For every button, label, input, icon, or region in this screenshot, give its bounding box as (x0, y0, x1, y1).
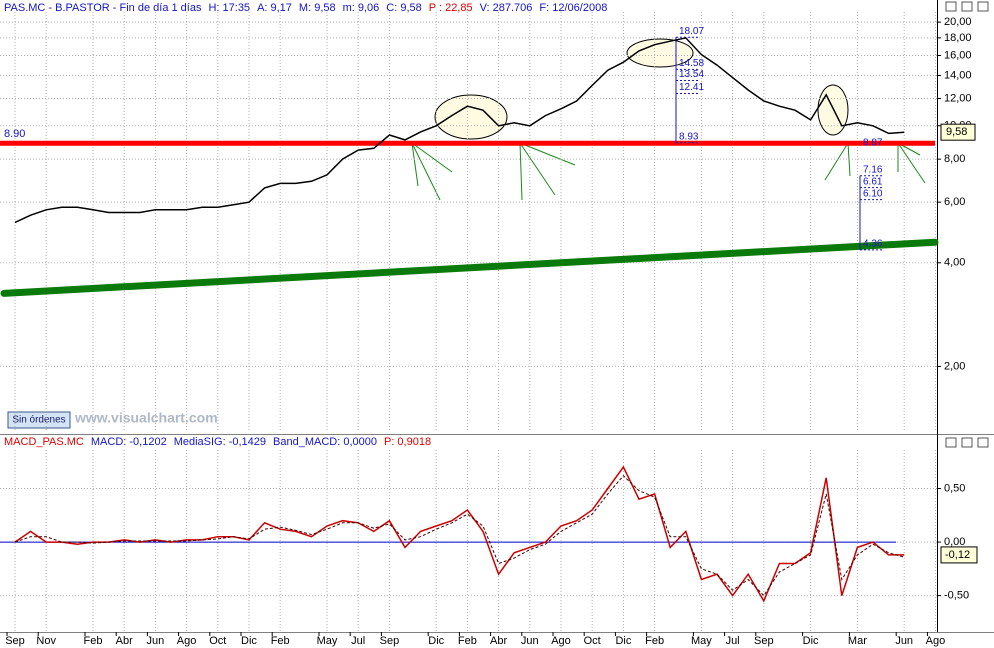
y-tick-label: 20,00 (944, 16, 972, 28)
fib-label: 4.36 (863, 239, 883, 250)
x-tick-label: Oct (584, 635, 601, 647)
last-value-box (940, 123, 976, 141)
header-text: P: 0,9018 (384, 436, 431, 448)
header-text: V: 287.706 (480, 2, 533, 14)
y-tick-label: 12,00 (944, 92, 972, 104)
icon[interactable] (945, 437, 957, 448)
fib-label: 8.93 (679, 131, 699, 142)
x-tick-label: Jun (521, 635, 539, 647)
y-tick-label: -0,50 (944, 590, 969, 602)
y-tick-label: 0,50 (944, 482, 965, 494)
x-tick-label: Feb (645, 635, 664, 647)
x-tick-label: Sep (754, 635, 774, 647)
x-tick-label: Feb (458, 635, 477, 647)
x-tick-label: Ago (551, 635, 571, 647)
x-tick-label: Jul (351, 635, 365, 647)
fan-line (411, 142, 453, 173)
watermark: www.visualchart.com (74, 410, 218, 426)
header-text: F: 12/06/2008 (539, 2, 607, 14)
header-text: MediaSIG: -0,1429 (174, 436, 266, 448)
fib-label: 13.54 (679, 69, 704, 80)
x-tick-label: Sep (380, 635, 400, 647)
icon[interactable] (945, 1, 957, 12)
x-tick-label: Sep (5, 635, 25, 647)
x-tick-label: Nov (36, 635, 56, 647)
x-tick-label: Dic (615, 635, 631, 647)
last-value-label: 9,58 (946, 126, 967, 138)
header-text: MACD_PAS.MC (4, 436, 84, 448)
x-tick-label: Jun (895, 635, 913, 647)
x-tick-label: Abr (116, 635, 133, 647)
fan-line (519, 142, 556, 196)
icon[interactable] (977, 1, 989, 12)
y-tick-label: 6,00 (944, 196, 965, 208)
fan-line (519, 142, 523, 201)
data-line (14, 474, 905, 597)
header-text: m: 9,06 (343, 2, 380, 14)
header-text: H: 17:35 (208, 2, 250, 14)
x-tick-label: Feb (271, 635, 290, 647)
header-text: A: 9,17 (257, 2, 292, 14)
header-text: Band_MACD: 0,0000 (273, 436, 377, 448)
y-tick-label: 8,00 (944, 153, 965, 165)
note-label: 8.87 (863, 137, 883, 148)
y-tick-label: 14,00 (944, 69, 972, 81)
button[interactable] (7, 411, 71, 429)
trend-line (0, 238, 939, 297)
y-tick-label: 18,00 (944, 32, 972, 44)
fib-label: 6.61 (863, 176, 883, 187)
x-tick-label: Ago (926, 635, 946, 647)
y-tick-label: 4,00 (944, 257, 965, 269)
x-tick-label: Ago (177, 635, 197, 647)
x-tick-label: Mar (848, 635, 867, 647)
y-tick-label: 2,00 (944, 360, 965, 372)
fan-line (411, 142, 419, 187)
header-text: C: 9,58 (386, 2, 421, 14)
ellipse (434, 94, 508, 140)
x-tick-label: Dic (428, 635, 444, 647)
x-tick-label: Abr (490, 635, 507, 647)
y-tick-label: 0,00 (944, 536, 965, 548)
fan-line (411, 142, 441, 201)
ellipse (817, 84, 849, 136)
fan-line (897, 142, 926, 184)
fib-label: 18.07 (679, 26, 704, 37)
fan-line (519, 142, 576, 166)
icon[interactable] (961, 437, 973, 448)
fib-label: 14.58 (679, 58, 704, 69)
fib-label: 7.16 (863, 164, 883, 175)
fan-line (824, 142, 849, 181)
fib-label: 6.10 (863, 188, 883, 199)
header-text: M: 9,58 (299, 2, 336, 14)
x-tick-label: May (317, 635, 338, 647)
x-tick-label: Jun (147, 635, 165, 647)
icon[interactable] (977, 437, 989, 448)
last-value-label: -0,12 (945, 549, 970, 561)
header-text: P : 22,85 (429, 2, 473, 14)
window-icons[interactable] (945, 1, 989, 448)
button-label[interactable]: Sin órdenes (12, 415, 65, 426)
header-text: PAS.MC - B.PASTOR - Fin de día 1 días (4, 2, 202, 14)
fib-label: 12.41 (679, 82, 704, 93)
icon[interactable] (961, 1, 973, 12)
level-label: 8.90 (4, 128, 25, 140)
header-text: MACD: -0,1202 (91, 436, 167, 448)
x-tick-label: Jul (726, 635, 740, 647)
x-tick-label: May (691, 635, 712, 647)
x-tick-label: Oct (209, 635, 226, 647)
x-tick-label: Dic (241, 635, 257, 647)
x-tick-label: Dic (803, 635, 819, 647)
y-tick-label: 16,00 (944, 49, 972, 61)
x-tick-label: Feb (84, 635, 103, 647)
data-line (14, 37, 905, 224)
last-value-box (940, 546, 978, 564)
